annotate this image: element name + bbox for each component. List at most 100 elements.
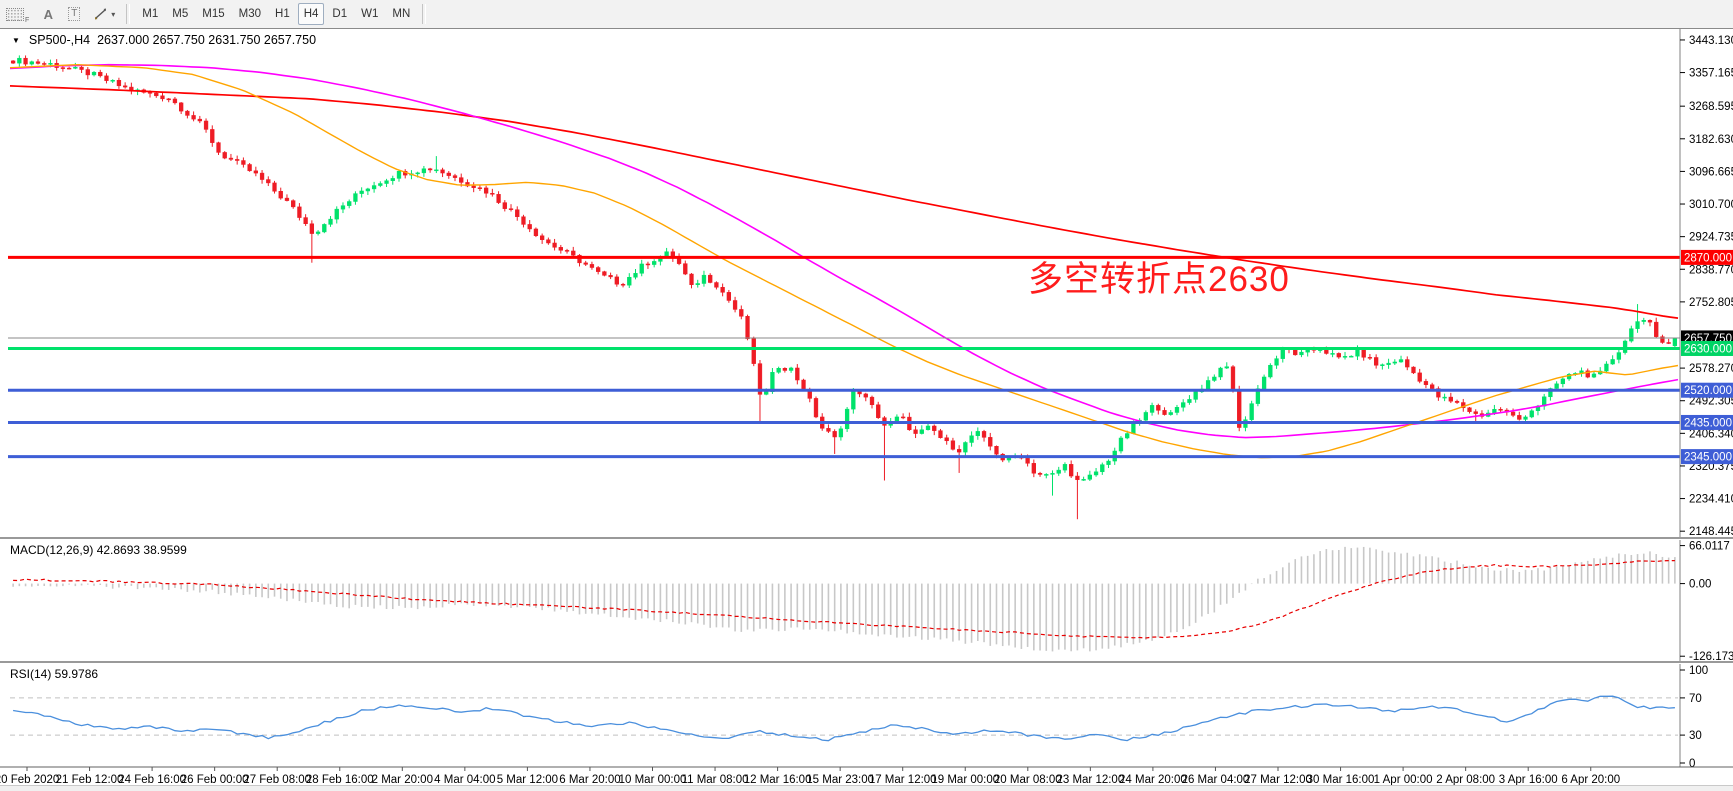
svg-text:10 Mar 00:00: 10 Mar 00:00 [619, 774, 687, 786]
svg-text:2578.270: 2578.270 [1689, 363, 1733, 375]
svg-text:2345.000: 2345.000 [1684, 452, 1732, 464]
svg-text:-126.173: -126.173 [1689, 651, 1733, 663]
svg-text:3010.700: 3010.700 [1689, 199, 1733, 211]
chevron-down-icon: ▾ [111, 9, 116, 19]
svg-text:27 Mar 12:00: 27 Mar 12:00 [1244, 774, 1312, 786]
svg-text:19 Mar 00:00: 19 Mar 00:00 [931, 774, 999, 786]
toolbar-separator [126, 4, 131, 24]
svg-text:1 Apr 00:00: 1 Apr 00:00 [1374, 774, 1433, 786]
crosshair-mode-button[interactable]: ▾ [88, 3, 120, 25]
macd-panel: 66.0117 0.00 -126.173 [12, 541, 1733, 663]
text-label-button[interactable]: A [36, 3, 60, 25]
macd-signal-line [13, 560, 1675, 639]
svg-text:6 Apr 20:00: 6 Apr 20:00 [1561, 774, 1620, 786]
svg-text:3357.165: 3357.165 [1689, 68, 1733, 80]
candlesticks [10, 55, 1678, 520]
ma-fast-orange [9, 63, 1679, 459]
svg-text:2838.770: 2838.770 [1689, 264, 1733, 276]
timeframe-h1-button[interactable]: H1 [275, 8, 290, 20]
svg-text:15 Mar 23:00: 15 Mar 23:00 [806, 774, 874, 786]
svg-text:2 Mar 20:00: 2 Mar 20:00 [372, 774, 433, 786]
toolbar-separator [422, 4, 427, 24]
grid-template-icon [6, 7, 24, 21]
svg-text:28 Feb 16:00: 28 Feb 16:00 [306, 774, 374, 786]
svg-text:26 Feb 00:00: 26 Feb 00:00 [181, 774, 249, 786]
collapse-triangle-icon[interactable]: ▼ [12, 35, 20, 45]
price-axis: 3443.130 3357.165 3268.595 3182.630 3096.665… [1680, 35, 1733, 538]
svg-text:2870.000: 2870.000 [1684, 252, 1732, 264]
svg-text:3096.665: 3096.665 [1689, 166, 1733, 178]
svg-text:3182.630: 3182.630 [1689, 134, 1733, 146]
grid-template-button[interactable]: F [1, 3, 34, 25]
text-box-icon: T [68, 7, 81, 21]
svg-text:2924.735: 2924.735 [1689, 232, 1733, 244]
toolbar: F A T ▾ M1 M5 M15 M30 H1 H4 D1 W1 MN [0, 0, 1733, 29]
timeframe-h4-button[interactable]: H4 [297, 3, 325, 25]
rsi-panel: 100 70 30 0 [10, 665, 1708, 770]
svg-text:66.0117: 66.0117 [1689, 541, 1730, 553]
svg-text:30: 30 [1689, 730, 1702, 742]
svg-text:20 Feb 2020: 20 Feb 2020 [0, 774, 59, 786]
chart-header: ▼ SP500-,H4 2637.000 2657.750 2631.750 2… [12, 33, 316, 47]
svg-text:21 Feb 12:00: 21 Feb 12:00 [56, 774, 124, 786]
status-strip [0, 785, 1733, 791]
svg-text:2492.305: 2492.305 [1689, 396, 1733, 408]
svg-text:12 Mar 16:00: 12 Mar 16:00 [744, 774, 812, 786]
svg-text:2406.340: 2406.340 [1689, 428, 1733, 440]
svg-text:27 Feb 08:00: 27 Feb 08:00 [243, 774, 311, 786]
text-box-button[interactable]: T [62, 3, 86, 25]
svg-text:3443.130: 3443.130 [1689, 35, 1733, 47]
svg-text:2 Apr 08:00: 2 Apr 08:00 [1436, 774, 1495, 786]
timeframe-m15-button[interactable]: M15 [202, 8, 225, 20]
svg-text:3 Apr 16:00: 3 Apr 16:00 [1499, 774, 1558, 786]
svg-text:17 Mar 12:00: 17 Mar 12:00 [869, 774, 937, 786]
ma-long-red [9, 85, 1679, 319]
chart-ohlc-label: 2637.000 2657.750 2631.750 2657.750 [97, 33, 317, 47]
svg-text:26 Mar 04:00: 26 Mar 04:00 [1182, 774, 1250, 786]
chart-annotation-text[interactable]: 多空转折点2630 [1028, 260, 1290, 299]
svg-text:0: 0 [1689, 758, 1695, 770]
price-chart-canvas[interactable]: 3443.130 3357.165 3268.595 3182.630 3096.665… [0, 29, 1733, 786]
price-badge-2870.000 [1681, 249, 1733, 265]
svg-text:2234.410: 2234.410 [1689, 494, 1733, 506]
grid-template-sub-label: F [25, 17, 30, 24]
price-badge-2520.000 [1681, 382, 1733, 398]
svg-text:30 Mar 16:00: 30 Mar 16:00 [1307, 774, 1375, 786]
svg-text:6 Mar 20:00: 6 Mar 20:00 [559, 774, 620, 786]
chart-window: 3443.130 3357.165 3268.595 3182.630 3096.665… [0, 28, 1733, 791]
svg-text:4 Mar 04:00: 4 Mar 04:00 [434, 774, 495, 786]
svg-text:24 Feb 16:00: 24 Feb 16:00 [118, 774, 186, 786]
svg-text:24 Mar 20:00: 24 Mar 20:00 [1119, 774, 1187, 786]
timeframe-w1-button[interactable]: W1 [361, 8, 379, 20]
svg-text:20 Mar 08:00: 20 Mar 08:00 [994, 774, 1062, 786]
svg-text:2148.445: 2148.445 [1689, 526, 1733, 538]
timeframe-m1-button[interactable]: M1 [142, 8, 159, 20]
svg-text:3268.595: 3268.595 [1689, 101, 1733, 113]
svg-text:11 Mar 08:00: 11 Mar 08:00 [682, 774, 749, 786]
svg-text:70: 70 [1689, 693, 1702, 705]
rsi-line [12, 695, 1675, 742]
svg-text:2752.805: 2752.805 [1689, 297, 1733, 309]
price-badge-2345.000 [1681, 449, 1733, 465]
timeframe-m5-button[interactable]: M5 [172, 8, 189, 20]
svg-text:2520.000: 2520.000 [1684, 385, 1732, 397]
svg-text:23 Mar 12:00: 23 Mar 12:00 [1056, 774, 1124, 786]
macd-indicator-label: MACD(12,26,9) 42.8693 38.9599 [10, 543, 187, 557]
timeframe-m30-button[interactable]: M30 [238, 8, 262, 20]
rsi-indicator-label: RSI(14) 59.9786 [10, 667, 99, 681]
timeframe-d1-button[interactable]: D1 [332, 8, 348, 20]
text-label-icon: A [43, 6, 53, 22]
diagonal-arrows-icon [95, 8, 107, 20]
price-badge-2435.000 [1681, 414, 1733, 430]
svg-text:100: 100 [1689, 665, 1708, 677]
ma-medium-magenta [9, 63, 1679, 439]
svg-text:2630.000: 2630.000 [1684, 343, 1732, 355]
timeframe-mn-button[interactable]: MN [392, 8, 411, 20]
horizontal-level-lines[interactable] [8, 255, 1680, 459]
chart-symbol-label: SP500-,H4 [28, 33, 91, 47]
svg-text:5 Mar 12:00: 5 Mar 12:00 [497, 774, 558, 786]
svg-text:2435.000: 2435.000 [1684, 417, 1732, 429]
price-badge-2630.000 [1681, 340, 1733, 356]
